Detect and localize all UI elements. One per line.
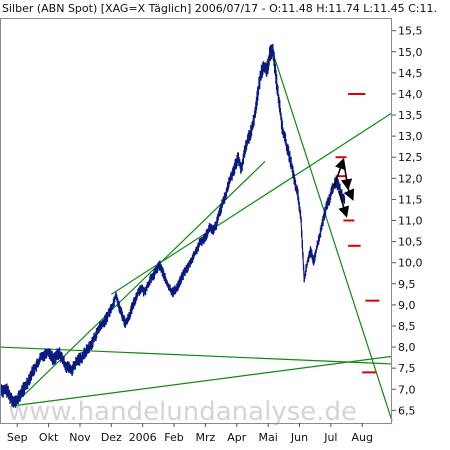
y-tick-label-2: 7,5 [398, 362, 416, 375]
projection-arrow-2 [341, 159, 353, 191]
y-tick-label-0: 6,5 [398, 404, 416, 417]
y-tick-label-17: 15,0 [398, 46, 423, 59]
price-series-line [0, 47, 346, 403]
y-tick-label-16: 14,5 [398, 67, 423, 80]
x-axis: Sep Okt Nov Dez 2006 Feb Mrz Apr Mai Jun Jul Aug [7, 423, 373, 444]
y-tick-label-18: 15,5 [398, 25, 423, 38]
projection-arrow-layer [333, 157, 355, 218]
x-tick-label-8: Mai [258, 431, 277, 444]
y-tick-label-15: 14,0 [398, 88, 423, 101]
y-tick-label-13: 13,0 [398, 130, 423, 143]
y-tick-label-10: 11,5 [398, 193, 423, 206]
x-tick-label-5: Feb [164, 431, 183, 444]
y-tick-label-3: 8,0 [398, 341, 416, 354]
x-tick-label-6: Mrz [196, 431, 216, 444]
plot-background [0, 18, 392, 423]
trendline-5 [270, 47, 393, 422]
chart-title: Silber (ABN Spot) [XAG=X Täglich] 2006/0… [2, 2, 437, 15]
x-tick-label-2: Nov [69, 431, 91, 444]
projection-arrow-3 [343, 188, 355, 201]
y-axis: 6,5 7,0 7,5 8,0 8,5 9,0 9,5 10,0 10,5 11,0 11,5 12,… [392, 25, 423, 417]
price-series-layer [0, 43, 346, 408]
y-tick-label-14: 13,5 [398, 109, 423, 122]
y-tick-label-6: 9,5 [398, 278, 416, 291]
y-tick-label-12: 12,5 [398, 151, 423, 164]
y-tick-label-8: 10,5 [398, 236, 423, 249]
y-tick-label-4: 8,5 [398, 320, 416, 333]
projection-arrow-4 [337, 190, 350, 218]
trendline-2 [10, 355, 393, 407]
watermark: www.handelundanalyse.de [8, 397, 357, 427]
y-tick-label-9: 11,0 [398, 215, 423, 228]
x-tick-label-0: Sep [7, 431, 28, 444]
x-tick-label-10: Jul [323, 431, 337, 444]
trendline-1 [0, 346, 393, 365]
y-tick-label-5: 9,0 [398, 299, 416, 312]
y-tick-label-1: 7,0 [398, 383, 416, 396]
y-tick-label-7: 10,0 [398, 257, 423, 270]
x-tick-label-1: Okt [39, 431, 59, 444]
x-tick-label-7: Apr [227, 431, 247, 444]
level-marker-layer [335, 92, 380, 374]
x-tick-label-3: Dez [101, 431, 122, 444]
projection-arrow-1 [333, 157, 346, 188]
x-tick-label-9: Jun [290, 431, 308, 444]
plot-frame [0, 18, 392, 424]
x-tick-label-4: 2006 [129, 431, 157, 444]
x-tick-label-11: Aug [351, 431, 372, 444]
y-tick-label-11: 12,0 [398, 172, 423, 185]
